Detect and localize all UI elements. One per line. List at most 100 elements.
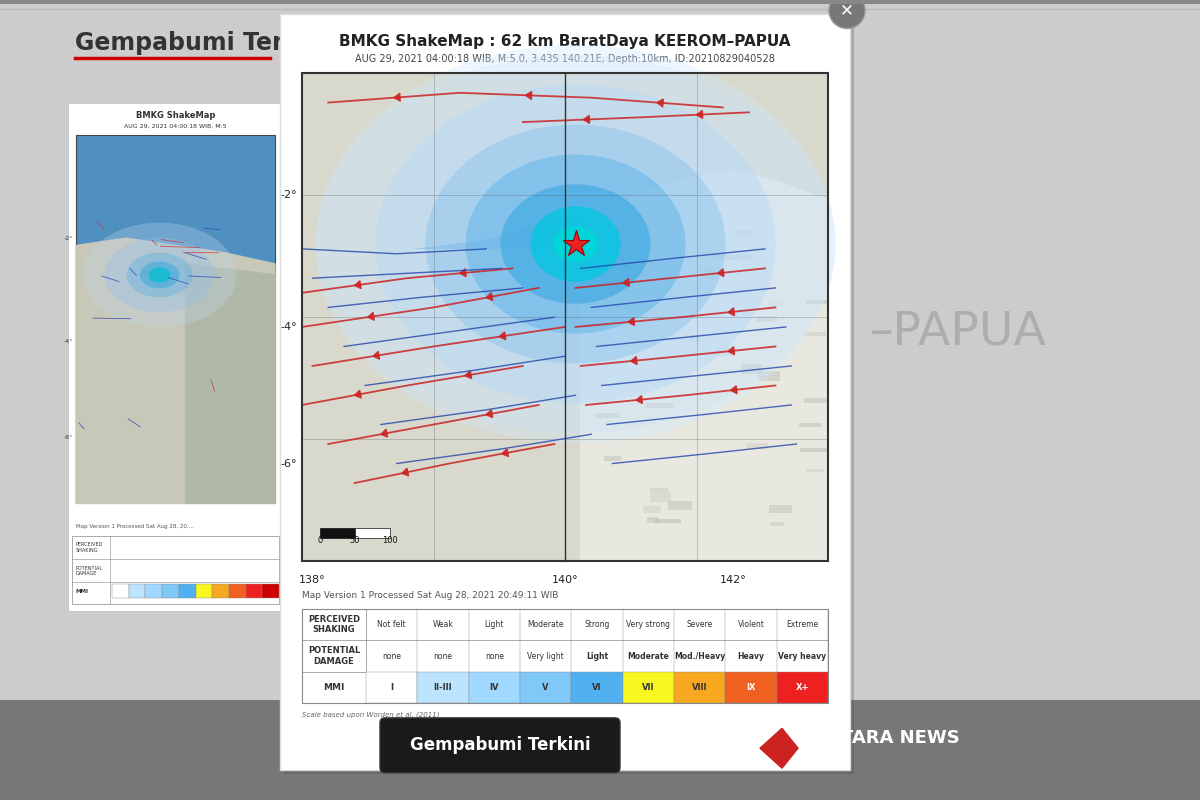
Text: Scale based upon Worden et al. (2011): Scale based upon Worden et al. (2011) (302, 711, 439, 718)
Text: Extreme: Extreme (786, 620, 818, 629)
Text: ANTARA NEWS: ANTARA NEWS (812, 730, 960, 747)
FancyBboxPatch shape (280, 14, 850, 770)
Text: -2°: -2° (281, 190, 298, 200)
Ellipse shape (139, 262, 179, 289)
Text: -6°: -6° (281, 458, 298, 469)
Ellipse shape (466, 154, 685, 334)
Text: Very strong: Very strong (626, 620, 671, 629)
FancyBboxPatch shape (571, 672, 623, 703)
FancyBboxPatch shape (704, 268, 714, 278)
Text: MMI: MMI (323, 683, 344, 692)
FancyBboxPatch shape (366, 672, 418, 703)
FancyBboxPatch shape (284, 18, 854, 774)
Text: Very light: Very light (527, 652, 564, 661)
FancyBboxPatch shape (737, 254, 752, 260)
FancyBboxPatch shape (804, 398, 829, 403)
Polygon shape (186, 264, 275, 503)
Text: AUG 29, 2021 04:00:18 WIB, M:5.0, 3.43S 140.21E, Depth:10km, ID:20210829040528: AUG 29, 2021 04:00:18 WIB, M:5.0, 3.43S … (355, 54, 775, 64)
Text: -6°: -6° (64, 434, 73, 439)
Ellipse shape (104, 238, 215, 312)
Text: -4°: -4° (64, 338, 73, 344)
FancyBboxPatch shape (68, 103, 283, 611)
Polygon shape (355, 390, 361, 398)
FancyBboxPatch shape (806, 469, 823, 472)
Polygon shape (380, 430, 388, 437)
Polygon shape (718, 269, 724, 277)
Polygon shape (502, 449, 509, 457)
Polygon shape (728, 308, 734, 316)
Text: Gempabumi Terkini: Gempabumi Terkini (74, 31, 332, 55)
FancyBboxPatch shape (302, 74, 828, 249)
Ellipse shape (83, 222, 236, 327)
Text: II-III: II-III (433, 683, 452, 692)
Polygon shape (696, 110, 703, 118)
FancyBboxPatch shape (800, 448, 828, 452)
FancyBboxPatch shape (756, 315, 778, 322)
FancyBboxPatch shape (0, 4, 1200, 800)
Polygon shape (394, 94, 401, 102)
Text: Very heavy: Very heavy (779, 652, 827, 661)
Polygon shape (486, 293, 493, 301)
Polygon shape (760, 728, 798, 768)
FancyBboxPatch shape (644, 245, 664, 250)
FancyBboxPatch shape (594, 413, 620, 418)
FancyBboxPatch shape (418, 672, 469, 703)
FancyBboxPatch shape (520, 672, 571, 703)
Ellipse shape (426, 125, 726, 363)
FancyBboxPatch shape (380, 718, 620, 773)
Polygon shape (658, 99, 664, 107)
Polygon shape (636, 395, 642, 403)
FancyBboxPatch shape (145, 584, 162, 598)
FancyBboxPatch shape (229, 584, 246, 598)
Ellipse shape (149, 267, 170, 282)
FancyBboxPatch shape (742, 364, 762, 374)
Ellipse shape (316, 45, 835, 443)
FancyBboxPatch shape (179, 584, 196, 598)
Polygon shape (631, 357, 637, 365)
FancyBboxPatch shape (757, 371, 780, 382)
FancyBboxPatch shape (776, 672, 828, 703)
FancyBboxPatch shape (643, 506, 661, 513)
Text: BMKG ShakeMap: BMKG ShakeMap (136, 110, 215, 120)
FancyBboxPatch shape (670, 250, 688, 254)
FancyBboxPatch shape (112, 584, 128, 598)
Text: 0: 0 (317, 536, 323, 545)
Polygon shape (628, 318, 635, 326)
FancyBboxPatch shape (469, 672, 520, 703)
Text: MMI: MMI (76, 590, 89, 594)
Polygon shape (499, 332, 505, 340)
Polygon shape (486, 410, 493, 418)
Text: Strong: Strong (584, 620, 610, 629)
Text: 140°: 140° (552, 575, 578, 585)
FancyBboxPatch shape (714, 255, 738, 260)
Text: Weak: Weak (432, 620, 454, 629)
Text: Map Version 1 Processed Sat Aug 28, 2021 20:49:11 WIB: Map Version 1 Processed Sat Aug 28, 2021… (302, 591, 558, 600)
Text: Severe: Severe (686, 620, 713, 629)
Text: none: none (433, 652, 452, 661)
FancyBboxPatch shape (768, 302, 782, 306)
Polygon shape (76, 238, 275, 503)
Text: Map Version 1 Processed Sat Aug 28, 20....: Map Version 1 Processed Sat Aug 28, 20..… (76, 524, 194, 529)
FancyBboxPatch shape (647, 403, 673, 407)
Text: -2°: -2° (64, 236, 73, 241)
Ellipse shape (126, 253, 192, 298)
Text: V: V (542, 683, 548, 692)
Polygon shape (583, 115, 589, 123)
Text: AUG 29, 2021 04:00:18 WIB, M:5: AUG 29, 2021 04:00:18 WIB, M:5 (124, 123, 227, 129)
Text: Light: Light (485, 620, 504, 629)
Text: -4°: -4° (281, 322, 298, 332)
FancyBboxPatch shape (246, 584, 263, 598)
Text: 142°: 142° (720, 575, 746, 585)
Polygon shape (373, 351, 379, 359)
FancyBboxPatch shape (263, 584, 278, 598)
Text: –PAPUA: –PAPUA (870, 310, 1046, 354)
Text: Heavy: Heavy (738, 652, 764, 661)
Polygon shape (460, 269, 466, 277)
FancyBboxPatch shape (320, 528, 355, 538)
FancyBboxPatch shape (725, 672, 776, 703)
Text: I: I (390, 683, 394, 692)
Text: VIII: VIII (692, 683, 708, 692)
Text: Gempabumi Terkini: Gempabumi Terkini (409, 736, 590, 754)
Text: 100: 100 (382, 536, 398, 545)
Text: IX: IX (746, 683, 756, 692)
